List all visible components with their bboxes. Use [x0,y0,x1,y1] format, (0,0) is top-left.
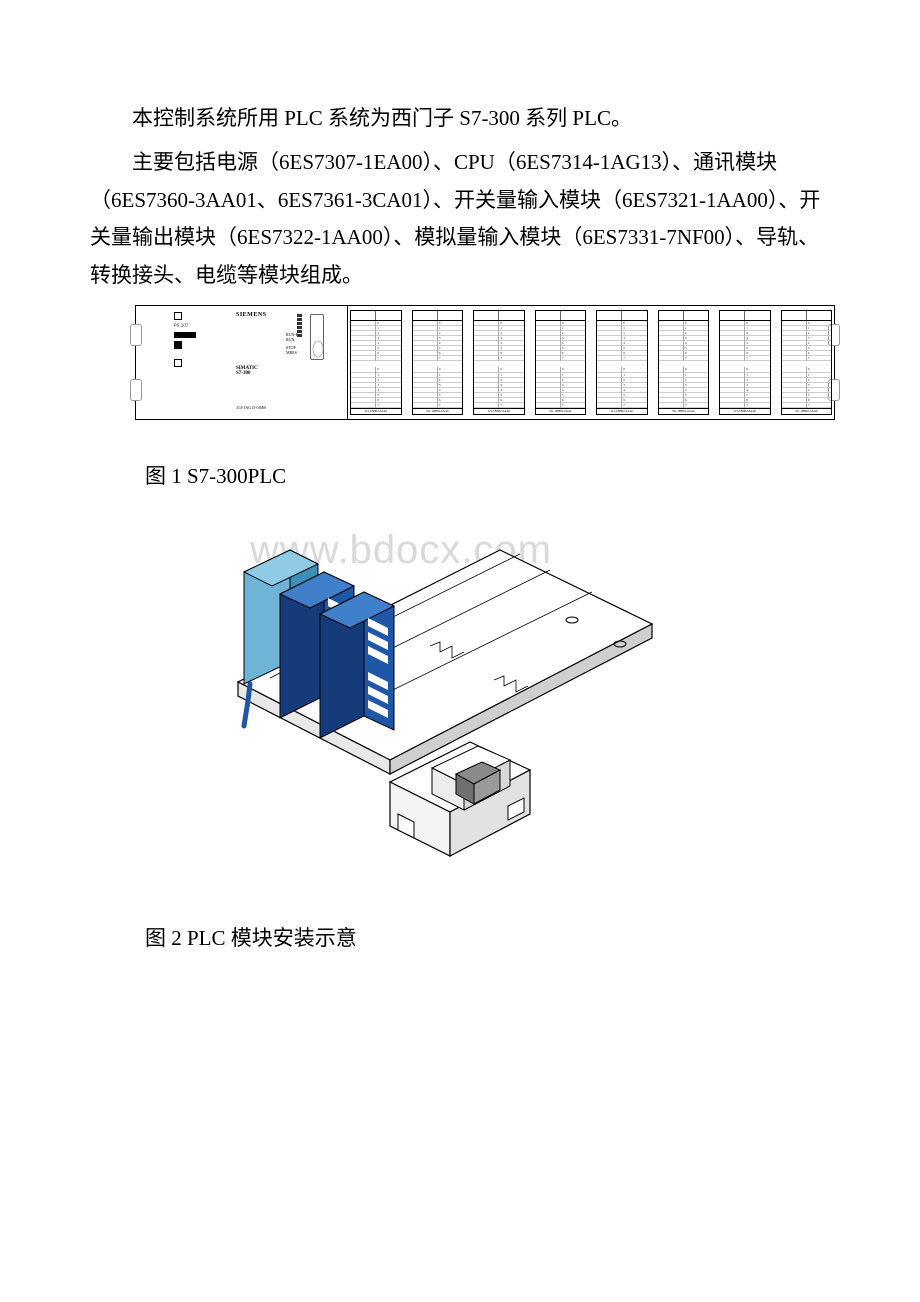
paragraph-2: 主要包括电源（6ES7307-1EA00）、CPU（6ES7314-1AG13）… [90,144,830,295]
cpu-module: SIEMENS RUN-P RUN STOP MRES SIMATIC S7-3… [236,312,326,412]
figure-1-caption: 图 1 S7-300PLC [145,460,830,490]
io-module: 0123456701234567321-1BH02-0AA0 [781,310,833,415]
plc-3d-svg [200,512,664,892]
ps-cpu-section: PS 307 SIEMENS RUN-P RUN [136,306,348,419]
mmc-slot [310,314,324,360]
io-module: 0123456701234567321-1BH02-0AA0 [535,310,587,415]
io-module: 0123456701234567321-1BH02-0AA0 [350,310,402,415]
io-module: 0123456701234567321-1BH02-0AA0 [596,310,648,415]
figure-2-caption: 图 2 PLC 模块安装示意 [145,922,830,952]
io-modules-section: 0123456701234567321-1BH02-0AA00123456701… [348,306,834,419]
power-supply-module: PS 307 [174,312,230,372]
simatic-label: SIMATIC S7-300 [236,366,258,376]
io-module: 0123456701234567321-1BH02-0AA0 [658,310,710,415]
mode-switch-labels: RUN-P RUN STOP MRES [286,332,298,355]
siemens-brand: SIEMENS [236,312,267,318]
io-module: 0123456701234567321-1BH02-0AA0 [473,310,525,415]
figure-1-plc-rack: PS 307 SIEMENS RUN-P RUN [135,305,835,420]
figure-2-install-diagram: www.bdocx.com [200,512,664,892]
io-module: 0123456701234567321-1BH02-0AA0 [719,310,771,415]
cpu-part-number: 314-1AG13-0AB0 [236,405,266,410]
io-module: 0123456701234567321-1BH02-0AA0 [412,310,464,415]
ps-label: PS 307 [174,324,188,329]
page-content: 本控制系统所用 PLC 系统为西门子 S7-300 系列 PLC。 主要包括电源… [0,0,920,1002]
paragraph-1: 本控制系统所用 PLC 系统为西门子 S7-300 系列 PLC。 [90,100,830,138]
